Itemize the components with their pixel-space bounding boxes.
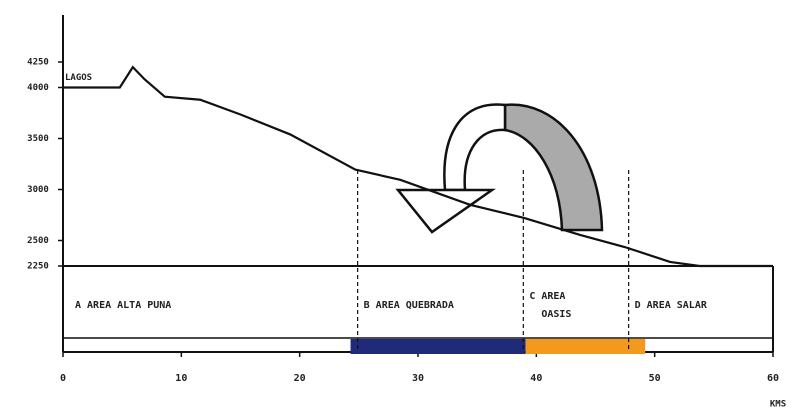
elevation-line <box>63 67 773 266</box>
x-tick-label: 50 <box>649 373 661 384</box>
zone-label: C AREA <box>529 291 565 302</box>
x-tick-label: 60 <box>767 373 779 384</box>
y-tick-label: 2250 <box>27 262 49 272</box>
zone-label: OASIS <box>541 309 571 320</box>
zone-band <box>351 339 526 354</box>
x-tick-label: 40 <box>530 373 542 384</box>
zone-label: D AREA SALAR <box>635 300 708 311</box>
annotation: LAGOS <box>65 73 92 83</box>
y-tick-label: 2500 <box>27 236 49 246</box>
y-tick-label: 3000 <box>27 185 49 195</box>
x-axis-label: KMS <box>770 400 786 410</box>
chart: 2250 2500 3000 3500 4000 4250 0 10 20 30 40 50 60 KMS… <box>0 0 795 413</box>
x-tick-label: 10 <box>175 373 187 384</box>
y-tick-label: 4250 <box>27 58 49 68</box>
y-tick-label: 3500 <box>27 134 49 144</box>
zone-label: A AREA ALTA PUNA <box>75 300 171 311</box>
x-tick-label: 30 <box>412 373 424 384</box>
x-tick-label: 0 <box>60 373 66 384</box>
y-tick-label: 4000 <box>27 83 49 93</box>
x-tick-label: 20 <box>294 373 306 384</box>
zone-band <box>526 339 646 354</box>
zone-label: B AREA QUEBRADA <box>364 300 454 311</box>
